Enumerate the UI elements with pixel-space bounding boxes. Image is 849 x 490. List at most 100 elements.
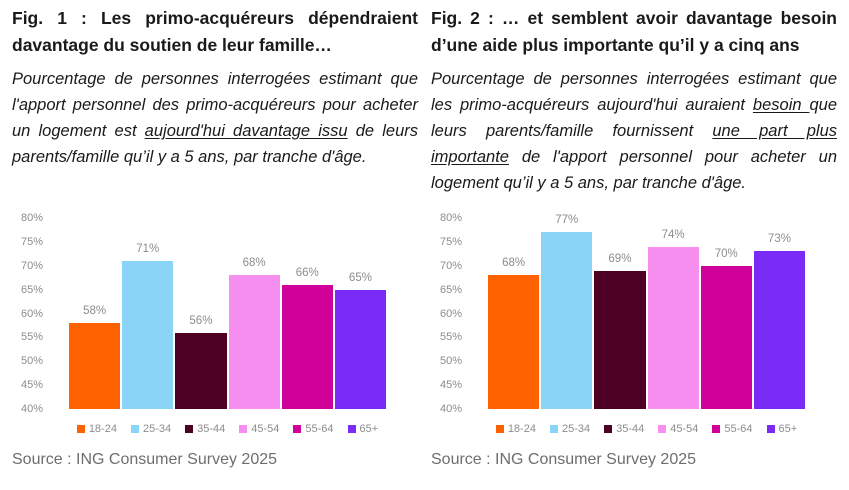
figure-1-header: Fig. 1 : Les primo-acquéreurs dépendraie… [12,5,418,170]
bar-65+ [753,251,806,409]
y-axis-tick-label: 80% [439,212,462,224]
plot-area: 68% 77% 69% 74% 70% 73% [488,214,806,409]
bar-value-label: 74% [661,228,685,241]
legend-swatch [130,425,139,433]
bar-column: 65% [334,218,387,409]
bar-column: 68% [488,218,540,409]
figure-1-title: Fig. 1 : Les primo-acquéreurs dépendraie… [12,8,418,55]
figure-1-bar-chart: 40% 45% 50% 55% 60% 65% 70% 75% 80% 58% 71% 56% 68% 6… [12,212,412,447]
subtitle-text: Pourcentage de personnes interrogées est… [431,70,837,114]
bar-value-label: 73% [767,233,791,246]
legend: 18-24 25-34 35-44 45-54 55-64 65+ [488,423,805,435]
y-axis-tick-label: 40% [439,403,462,415]
figure-1-source: Source : ING Consumer Survey 2025 [12,451,278,468]
legend-item: 25-34 [549,423,590,435]
legend-swatch [658,425,667,433]
legend-item: 45-54 [658,423,698,435]
bar-value-label: 58% [83,305,107,318]
legend-label: 65+ [359,423,379,435]
plot-area: 58% 71% 56% 68% 66% 65% [69,218,387,409]
legend-item: 65+ [766,423,798,435]
bar-25-34 [541,232,593,409]
y-axis-tick-label: 65% [439,283,462,296]
bar-35-44 [594,270,646,409]
figure-2-subtitle: Pourcentage de personnes interrogées est… [431,66,837,196]
legend-swatch [766,425,775,433]
y-axis-tick-label: 50% [20,355,43,368]
legend-label: 18-24 [507,423,536,435]
legend-label: 55-64 [305,423,334,435]
y-axis-tick-label: 45% [439,379,462,392]
bar-column: 74% [647,218,699,409]
bar-45-54 [647,246,699,409]
bar-35-44 [175,332,227,409]
legend-item: 18-24 [76,423,117,435]
y-axis-tick-label: 55% [439,331,462,344]
legend-item: 35-44 [185,423,225,435]
bar-column: 68% [228,218,280,409]
legend-item: 35-44 [604,423,644,435]
legend-label: 55-64 [724,423,753,435]
y-axis-tick-label: 60% [20,307,43,320]
legend-swatch [347,425,356,433]
legend-item: 18-24 [495,423,536,435]
subtitle-text: Pourcentage de personnes interrogées est… [12,70,418,140]
bar-18-24 [488,275,540,409]
figure-2-header: Fig. 2 : … et semblent avoir davantage b… [431,5,837,196]
bar-value-label: 68% [502,257,526,270]
legend-swatch [712,425,721,433]
y-axis-tick-label: 50% [439,355,462,368]
legend-label: 35-44 [197,423,226,435]
y-axis-tick-label: 70% [439,259,462,272]
legend-swatch [239,425,248,433]
bar-55-64 [281,284,333,409]
bar-value-label: 56% [189,314,213,327]
bar-value-label: 69% [608,252,632,265]
y-axis-tick-label: 40% [20,403,43,415]
bar-column: 70% [700,218,752,409]
legend-label: 35-44 [616,423,645,435]
figure-2-bar-chart: 40% 45% 50% 55% 60% 65% 70% 75% 80% 68% 77% 69% 74% 7… [431,212,831,447]
legend-swatch [293,425,302,433]
legend-swatch [76,425,85,433]
bar-column: 73% [753,218,806,409]
y-axis-tick-label: 65% [20,283,43,296]
legend: 18-24 25-34 35-44 45-54 55-64 65+ [69,423,386,435]
figure-2-source: Source : ING Consumer Survey 2025 [431,451,697,468]
legend-label: 25-34 [142,423,172,435]
legend-swatch [604,425,613,433]
bar-55-64 [700,265,752,409]
bar-25-34 [122,260,174,409]
legend-swatch [549,425,558,433]
legend-item: 55-64 [293,423,334,435]
legend-swatch [495,425,504,433]
bar-value-label: 70% [714,247,738,260]
bar-column: 56% [175,218,227,409]
legend-item: 25-34 [130,423,172,435]
figure-1-subtitle: Pourcentage de personnes interrogées est… [12,66,418,170]
y-axis-tick-label: 75% [439,235,462,248]
bar-18-24 [69,323,121,409]
subtitle-text: que leurs parents/famille fournissent [431,96,837,140]
bar-value-label: 66% [295,266,319,279]
legend-item: 65+ [347,423,379,435]
y-axis-tick-label: 70% [20,259,43,272]
bar-column: 77% [541,214,593,409]
subtitle-text-underlined: une part plus importante [431,122,837,166]
y-axis-tick-label: 75% [20,235,43,248]
figure-2-title: Fig. 2 : … et semblent avoir davantage b… [431,8,837,55]
y-axis-tick-label: 45% [20,379,43,392]
bar-column: 69% [594,218,646,409]
bar-column: 71% [122,218,174,409]
bar-value-label: 71% [136,242,160,255]
legend-label: 65+ [778,423,798,435]
bar-45-54 [228,275,280,409]
bar-column: 66% [281,218,333,409]
subtitle-text: de leurs parents/famille qu’il y a 5 ans… [12,122,418,166]
legend-label: 45-54 [670,423,699,435]
bar-value-label: 77% [555,214,579,227]
subtitle-text-underlined: aujourd'hui davantage issu [144,122,348,140]
y-axis-tick-label: 60% [439,307,462,320]
legend-item: 45-54 [239,423,279,435]
